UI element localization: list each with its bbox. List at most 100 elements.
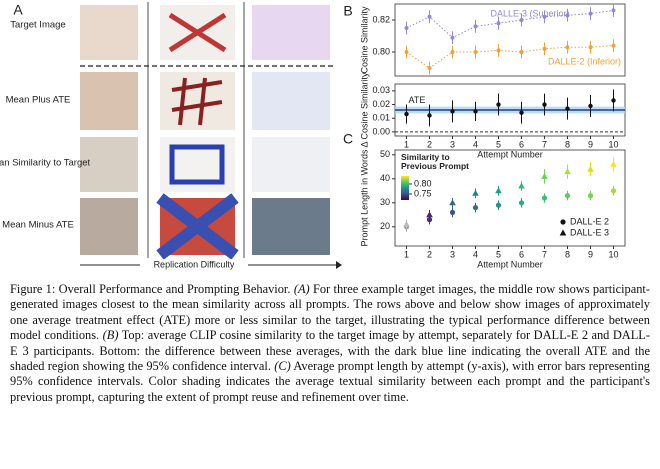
plot-frame [394,149,626,247]
point [472,189,479,196]
image-detail [168,12,227,53]
series-label: DALLE-3 (Superior) [490,8,569,18]
y-tick-label: 40 [380,173,390,183]
x-tick-label: 10 [608,249,618,259]
point [449,199,456,206]
point [426,211,433,218]
point [404,26,409,30]
panel-label: B [343,3,352,19]
legend-label: DALL-E 3 [570,227,609,237]
point [518,200,525,206]
caption-text: Top: average CLIP cosine similarity to t… [10,328,650,374]
point [496,21,501,26]
x-tick-label: 4 [473,139,478,149]
y-tick-label: 0.82 [372,14,390,24]
point [564,193,571,199]
point [519,110,524,115]
y-tick-label: 0.02 [372,99,390,109]
image [252,198,330,255]
point [542,14,547,19]
point [519,18,524,22]
x-tick-label: 5 [496,249,501,259]
x-axis-label: Attempt Number [477,259,543,269]
point [519,50,524,54]
image [160,72,235,130]
image [252,72,330,130]
colorbar [401,176,409,200]
panel-label: A [13,2,23,18]
point [610,188,617,194]
x-tick-label: 9 [588,139,593,149]
point [496,102,501,107]
y-tick-label: 0.00 [372,126,390,136]
point [610,160,617,167]
series-line [406,9,614,39]
row-label: Mean Similarity to Target [0,158,91,169]
point [587,165,594,172]
caption-text: Average prompt length by attempt (y-axis… [10,359,650,404]
x-tick-label: 6 [519,249,524,259]
point [611,43,616,48]
x-tick-label: 8 [565,249,570,259]
image [252,5,330,60]
y-tick-label: 0.03 [372,85,390,95]
point [588,11,593,16]
image [80,5,138,60]
image [252,137,330,192]
point [450,35,455,40]
x-tick-label: 1 [404,139,409,149]
point [450,50,455,54]
point [564,168,571,175]
x-tick-label: 7 [542,249,547,259]
x-tick-label: 8 [565,139,570,149]
point [611,98,616,103]
point [495,202,502,208]
colorbar-tick-label: 0.75 [414,188,432,198]
caption-ref: (A) [293,282,310,296]
legend-marker [560,219,566,225]
point [472,205,479,211]
series-label: DALLE-2 (Inferior) [548,56,621,66]
point [587,193,594,199]
point [404,50,409,54]
x-tick-label: 1 [404,249,409,259]
x-tick-label: 10 [608,139,618,149]
plot-frame [394,3,626,77]
image-grid [80,5,330,260]
colorbar-tick-label: 0.80 [414,178,432,188]
point [449,209,456,215]
point [450,109,455,114]
x-tick-label: 9 [588,249,593,259]
x-tick-label: 3 [450,249,455,259]
point [473,24,478,29]
caption-text: For three example target images, the mid… [10,282,650,343]
point [541,195,548,201]
row-label: Mean Plus ATE [6,95,71,106]
arrow-head [336,261,342,269]
x-tick-label: 4 [473,249,478,259]
point [611,8,616,13]
row-label: Mean Minus ATE [2,220,74,231]
x-tick-label: 5 [496,139,501,149]
x-tick-label: 6 [519,139,524,149]
point [404,111,409,117]
point [541,172,548,179]
colorbar-title: Similarity to Previous Prompt [401,152,469,171]
point [403,220,410,227]
ate-label: ATE [409,95,426,105]
legend-marker [559,229,567,236]
caption-ref: (B) [102,328,119,343]
y-axis-label: Δ Cosine Similarity [359,72,369,148]
y-tick-label: 0.01 [372,113,390,123]
point [495,187,502,194]
series-line [406,45,614,69]
image [80,72,138,130]
point [565,13,570,18]
image-detail [171,77,223,126]
panel-label: C [343,131,353,147]
y-axis-label: Prompt Length in Words [359,149,369,246]
image [80,198,138,255]
y-tick-label: 20 [380,221,390,231]
axis-label: Replication Difficulty [154,259,235,269]
